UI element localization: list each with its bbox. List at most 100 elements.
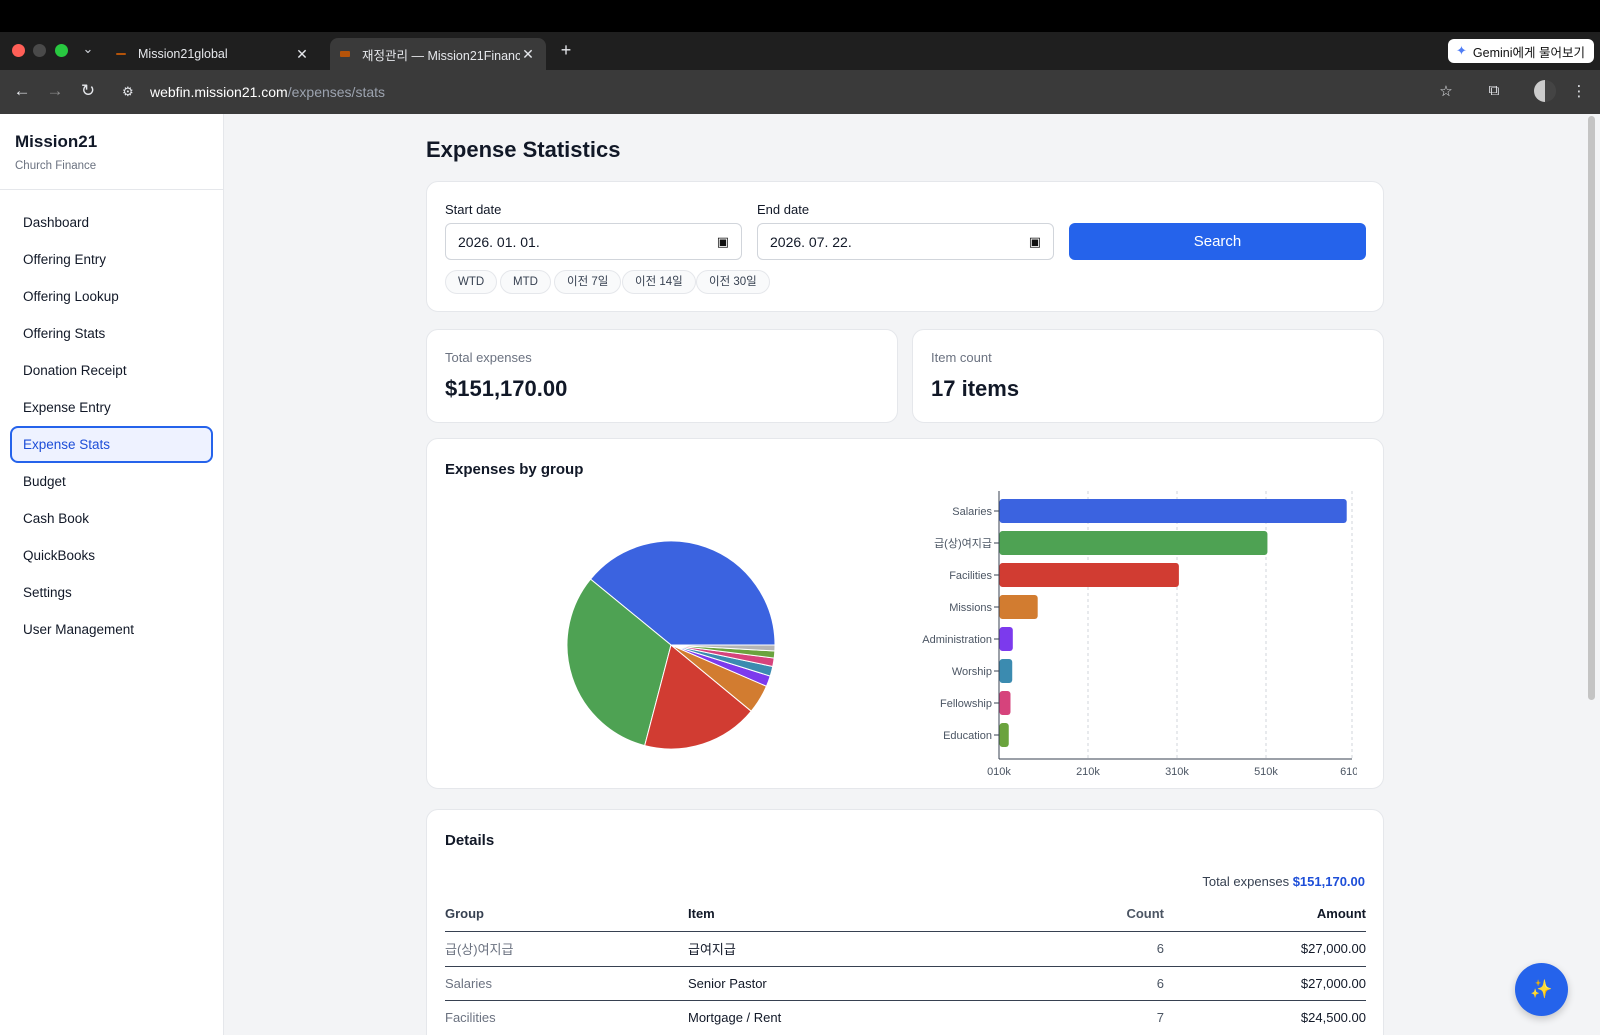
details-total-line: Total expenses $151,170.00 bbox=[1202, 874, 1365, 889]
url-field[interactable]: ⚙ webfin.mission21.com/expenses/stats bbox=[112, 77, 1458, 107]
sidebar-item-expense-entry[interactable]: Expense Entry bbox=[23, 400, 111, 415]
cell-group: Salaries bbox=[445, 975, 492, 991]
quick-range-7d[interactable]: 이전 7일 bbox=[554, 270, 622, 294]
y-tick-label: Administration bbox=[922, 634, 992, 646]
column-header-group[interactable]: Group bbox=[445, 906, 484, 921]
sidebar-item-cash-book[interactable]: Cash Book bbox=[23, 511, 90, 526]
bar-mark bbox=[999, 595, 1038, 619]
browser-menu-icon[interactable]: ⋮ bbox=[1571, 83, 1587, 100]
details-table: Group Item Count Amount 급(상)여지급 급여지급 6 $… bbox=[445, 896, 1366, 1035]
x-tick-label: 210k bbox=[1076, 766, 1100, 777]
cell-count: 7 bbox=[1156, 1010, 1164, 1026]
bar-mark bbox=[999, 659, 1013, 683]
sidebar-item-budget[interactable]: Budget bbox=[23, 474, 66, 489]
quick-range-14d[interactable]: 이전 14일 bbox=[622, 270, 696, 294]
ai-assistant-sparkle-button[interactable]: ✨ bbox=[1515, 963, 1568, 1016]
y-tick-label: Salaries bbox=[952, 506, 992, 518]
back-arrow-icon[interactable]: ← bbox=[13, 81, 31, 100]
minimize-window-button[interactable] bbox=[33, 44, 46, 57]
sidebar-item-quickbooks[interactable]: QuickBooks bbox=[23, 548, 96, 563]
app-viewport: Mission21 Church Finance Dashboard Offer… bbox=[0, 114, 1600, 1035]
details-card: Details Total expenses $151,170.00 Group… bbox=[426, 809, 1384, 1035]
column-header-amount[interactable]: Amount bbox=[1316, 906, 1366, 921]
new-tab-plus-icon[interactable]: + bbox=[560, 40, 572, 60]
site-info-icon[interactable]: ⚙ bbox=[122, 84, 134, 99]
cell-item: Senior Pastor bbox=[688, 975, 767, 991]
table-row[interactable]: Salaries Senior Pastor 6 $27,000.00 bbox=[445, 967, 1366, 1001]
cell-group: Facilities bbox=[445, 1010, 496, 1026]
bar-mark bbox=[999, 723, 1009, 747]
calendar-icon[interactable]: ▣ bbox=[1028, 233, 1041, 249]
y-tick-label: Worship bbox=[952, 666, 992, 678]
close-window-button[interactable] bbox=[12, 44, 25, 57]
quick-range-mtd[interactable]: MTD bbox=[500, 270, 551, 294]
sidebar-item-offering-entry[interactable]: Offering Entry bbox=[23, 252, 107, 267]
start-date-input[interactable]: 2026. 01. 01. ▣ bbox=[445, 223, 742, 260]
bar-mark bbox=[999, 531, 1268, 555]
favicon-icon bbox=[340, 51, 350, 57]
x-tick-label: 610k bbox=[1340, 766, 1357, 777]
x-tick-label: 510k bbox=[1254, 766, 1278, 777]
tab-search-chevron-icon[interactable]: ⌄ bbox=[82, 41, 94, 56]
end-date-input[interactable]: 2026. 07. 22. ▣ bbox=[757, 223, 1054, 260]
pie-slice bbox=[566, 578, 672, 747]
item-count-card: Item count 17 items bbox=[912, 329, 1384, 423]
tab-title: Mission21global bbox=[138, 47, 228, 61]
search-button[interactable]: Search bbox=[1069, 223, 1366, 260]
cell-amount: $24,500.00 bbox=[1300, 1010, 1366, 1026]
calendar-icon[interactable]: ▣ bbox=[716, 233, 729, 249]
brand-block: Mission21 Church Finance bbox=[0, 114, 223, 190]
column-header-count[interactable]: Count bbox=[1126, 906, 1164, 921]
close-tab-icon[interactable]: ✕ bbox=[522, 45, 534, 62]
table-header-row: Group Item Count Amount bbox=[445, 896, 1366, 932]
end-date-label: End date bbox=[757, 202, 810, 217]
sidebar-item-settings[interactable]: Settings bbox=[23, 585, 72, 600]
tab-title: 재정관리 — Mission21Finance W bbox=[362, 48, 520, 63]
bookmark-star-icon[interactable]: ☆ bbox=[1439, 83, 1453, 100]
screen-top-bar bbox=[0, 0, 1600, 32]
cell-item: 급여지급 bbox=[688, 942, 736, 958]
page-title: Expense Statistics bbox=[426, 137, 621, 162]
browser-tab-1[interactable]: Mission21global ✕ bbox=[106, 38, 320, 70]
profile-avatar-icon[interactable] bbox=[1534, 80, 1556, 102]
sidebar: Mission21 Church Finance Dashboard Offer… bbox=[0, 114, 224, 1035]
gemini-button[interactable]: ✦ Gemini에게 물어보기 bbox=[1448, 39, 1594, 63]
sidebar-item-expense-stats[interactable]: Expense Stats bbox=[10, 426, 213, 463]
maximize-window-button[interactable] bbox=[55, 44, 68, 57]
sidebar-item-offering-stats[interactable]: Offering Stats bbox=[23, 326, 106, 341]
forward-arrow-icon[interactable]: → bbox=[46, 81, 64, 100]
close-tab-icon[interactable]: ✕ bbox=[296, 45, 308, 62]
table-row[interactable]: 급(상)여지급 급여지급 6 $27,000.00 bbox=[445, 932, 1366, 967]
pie-slice bbox=[670, 644, 776, 652]
browser-tab-2[interactable]: 재정관리 — Mission21Finance W ✕ bbox=[330, 38, 546, 70]
column-header-item[interactable]: Item bbox=[688, 906, 715, 921]
sidebar-item-offering-lookup[interactable]: Offering Lookup bbox=[23, 289, 119, 304]
x-tick-label: 310k bbox=[1165, 766, 1189, 777]
item-count-label: Item count bbox=[931, 350, 992, 365]
gemini-label: Gemini에게 물어보기 bbox=[1472, 45, 1585, 60]
table-row[interactable]: Facilities Mortgage / Rent 7 $24,500.00 bbox=[445, 1001, 1366, 1035]
page-scrollbar[interactable] bbox=[1588, 116, 1595, 700]
sidebar-item-dashboard[interactable]: Dashboard bbox=[23, 215, 90, 230]
cell-count: 6 bbox=[1156, 975, 1164, 991]
cell-count: 6 bbox=[1156, 941, 1164, 957]
extensions-puzzle-icon[interactable]: ⧉ bbox=[1488, 82, 1500, 99]
expenses-by-group-card: Expenses by group 010k 210k 310k 510k 610k Sa… bbox=[426, 438, 1384, 789]
quick-range-wtd[interactable]: WTD bbox=[445, 270, 498, 294]
y-tick-label: Fellowship bbox=[940, 698, 992, 710]
quick-range-30d[interactable]: 이전 30일 bbox=[696, 270, 770, 294]
cell-amount: $27,000.00 bbox=[1300, 975, 1366, 991]
filter-card: Start date 2026. 01. 01. ▣ End date 2026… bbox=[426, 181, 1384, 312]
bar-mark bbox=[999, 627, 1013, 651]
cell-item: Mortgage / Rent bbox=[688, 1010, 782, 1026]
sidebar-item-donation-receipt[interactable]: Donation Receipt bbox=[23, 363, 127, 378]
reload-icon[interactable]: ↻ bbox=[80, 81, 96, 100]
details-total-label: Total expenses bbox=[1202, 874, 1290, 889]
expenses-pie-chart bbox=[566, 540, 776, 750]
cell-group: 급(상)여지급 bbox=[445, 942, 514, 958]
start-date-label: Start date bbox=[445, 202, 502, 217]
sidebar-item-user-management[interactable]: User Management bbox=[23, 622, 135, 637]
end-date-value: 2026. 07. 22. bbox=[770, 233, 852, 250]
expenses-bar-chart: 010k 210k 310k 510k 610k Salaries 급(상)여지급 Facil… bbox=[922, 491, 1357, 777]
item-count-value: 17 items bbox=[931, 376, 1020, 401]
